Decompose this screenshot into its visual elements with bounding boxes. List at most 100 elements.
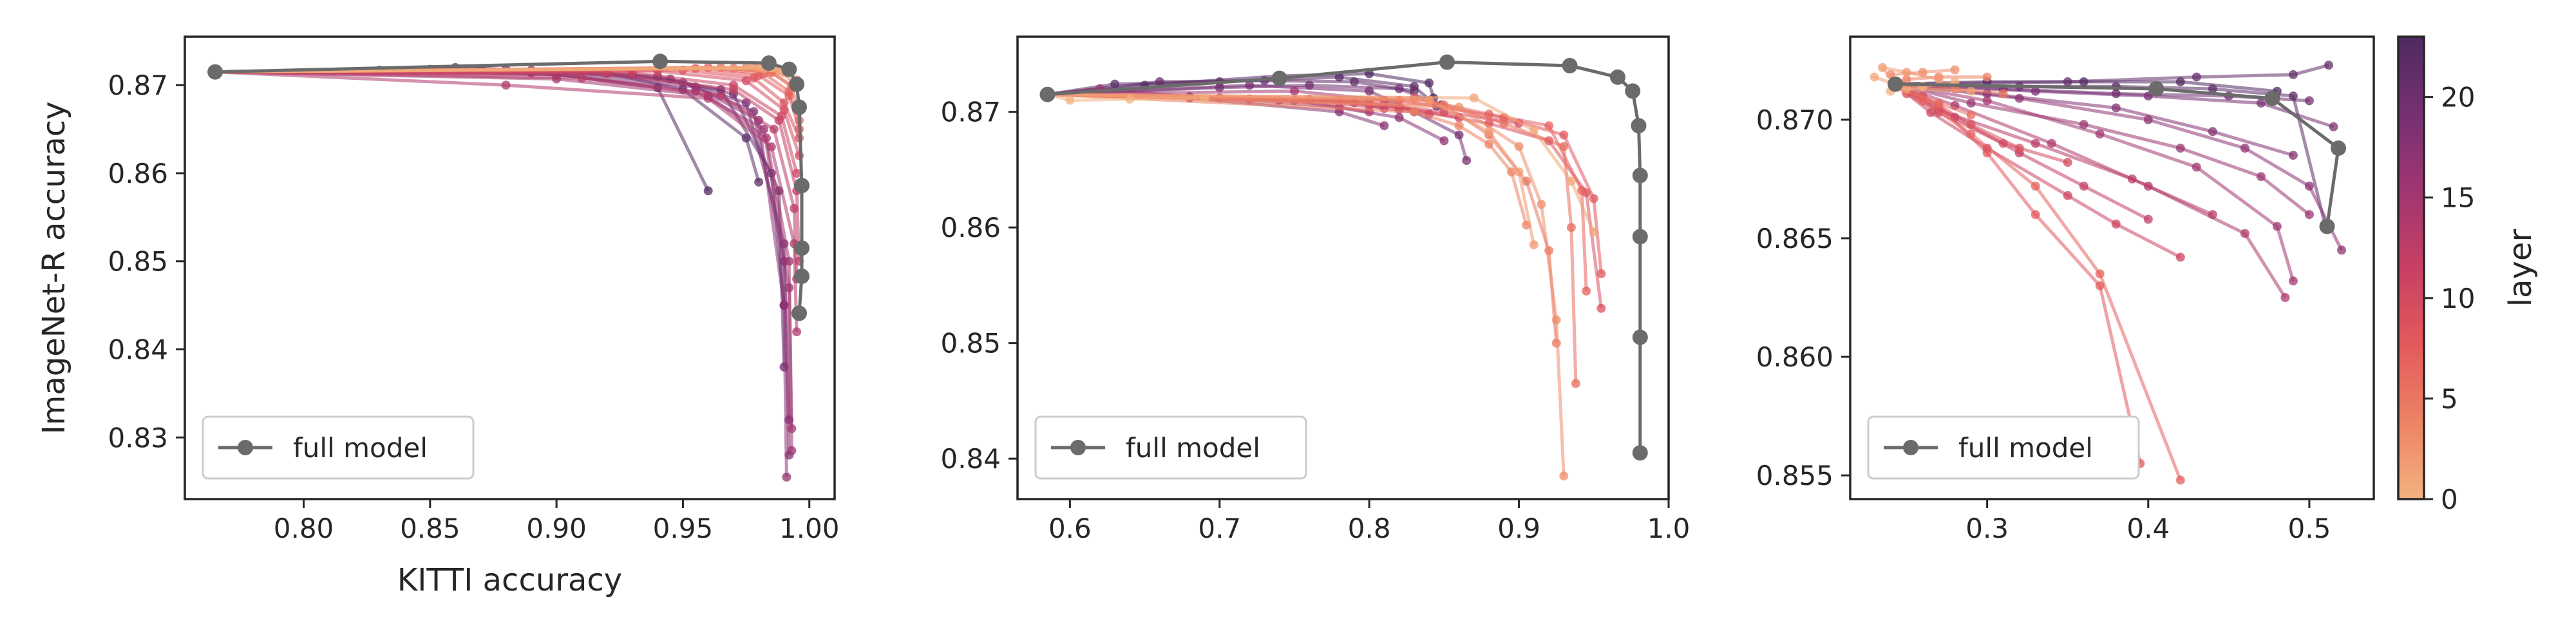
layer-15-point [2192,162,2201,172]
layer-16-point [759,124,769,134]
layer-16-point [2175,144,2185,153]
layer-16-point [2079,120,2088,129]
y-tick-label: 0.87 [940,97,1001,128]
layer-17-point [1439,136,1449,146]
full-model-point [781,61,797,77]
x-tick-label: 0.4 [2126,513,2170,544]
layer-16-point [2256,172,2266,182]
layer-22-point [2208,84,2217,93]
layer-9-point [2014,144,2024,153]
layer-2-point [1934,75,1944,84]
chart-panel-3: 0.3 0.4 0.5 0.855 0.860 0.865 0.870 full model [1756,35,2375,544]
layer-14-point [2280,293,2290,302]
layer-23-point [2175,77,2185,86]
layer-15-line [215,70,793,429]
legend-label: full model [293,432,428,464]
layer-2-point [1902,68,1911,77]
layer-14-point [501,80,511,90]
layer-10-point [2063,158,2072,167]
layer-17-line [1895,82,2344,251]
full-model-point [2264,90,2280,106]
colorbar-tick-label: 0 [2441,484,2458,515]
full-model-point [1625,83,1641,99]
layer-16-point [2304,210,2314,220]
layer-1-point [1870,72,1879,82]
layer-19-point [2256,99,2266,108]
y-tick-label: 0.84 [108,334,168,366]
full-model-line [215,59,804,314]
full-model-point [791,99,807,115]
full-model-line [1047,61,1642,453]
x-tick-label: 0.6 [1048,513,1092,544]
layer-19-point [2031,86,2040,96]
x-tick-label: 0.95 [653,513,714,544]
colorbar-tick-label: 15 [2441,182,2475,214]
layer-16-point [1966,99,1976,108]
layer-2-point [1878,62,1887,72]
legend-marker [1070,440,1086,455]
y-tick-label: 0.865 [1756,223,1833,254]
layer-15-point [1982,96,1992,106]
layer-3-point [1559,471,1569,481]
full-model-point [1271,70,1287,86]
layer-15-point [787,424,797,433]
layer-23-point [1425,78,1434,88]
colorbar-tick-label: 10 [2441,283,2475,314]
axis-frame [1849,35,2375,500]
layer-4-point [1902,75,1911,84]
legend: full model [202,415,475,480]
layer-11-point [2175,252,2185,262]
layer-19-point [1454,130,1464,140]
y-tick-label: 0.86 [940,212,1001,243]
layer-22-point [754,177,764,187]
layer-8-point [2031,210,2040,220]
layer-20-line [215,66,786,367]
layer-15-line [1895,82,2295,282]
chart-panel-kitti: 0.80 0.85 0.90 0.95 1.00 0.83 0.84 0.85 0.86 0.87… [36,35,840,598]
legend-marker [1903,440,1918,455]
layer-7-point [2095,269,2105,279]
layer-1-point [1566,176,1576,186]
full-model-point [2148,81,2164,97]
y-tick-label: 0.87 [108,70,168,101]
layer-19-point [1365,86,1374,96]
layer-11-point [2111,219,2121,229]
colorbar: 0 5 10 15 20 layer [2397,35,2539,515]
x-tick-label: 0.80 [274,513,334,544]
layer-3-point [1537,200,1546,209]
full-model-point [794,269,810,284]
layer-7-point [1582,286,1591,296]
legend: full model [1034,415,1307,480]
colorbar-frame [2397,35,2425,500]
layer-1-point [1589,227,1598,237]
legend-box [1867,415,2140,480]
colorbar-tick-label: 5 [2441,383,2458,415]
layer-4-point [1982,72,1992,82]
legend: full model [1867,415,2140,480]
layer-11-point [729,80,738,90]
layer-5-point [1522,176,1531,186]
layer-14-point [2240,229,2249,238]
layer-19-point [1462,156,1472,166]
layer-6-point [1559,142,1569,151]
layer-8-point [1596,269,1606,278]
layer-14-point [703,93,713,103]
layer-17-point [2337,245,2346,255]
layer-17-point [1394,113,1404,122]
layer-18-point [2208,127,2217,137]
layer-13-point [2208,210,2217,220]
layer-13-point [2031,138,2040,148]
layer-14-point [792,327,802,337]
layer-0-point [1200,93,1209,103]
full-model-point [1610,69,1625,85]
layer-8-point [1589,194,1598,204]
layer-14-point [766,142,776,151]
layer-0-point [1065,95,1075,105]
x-tick-label: 1.00 [779,513,840,544]
layer-3-point [1551,315,1561,325]
layer-21-point [2192,72,2201,82]
layer-6-point [1566,223,1576,232]
colorbar-label: layer [2503,229,2539,307]
chart-panel-2: 0.6 0.7 0.8 0.9 1.0 0.84 0.85 0.86 0.87 full mode… [940,35,1690,544]
